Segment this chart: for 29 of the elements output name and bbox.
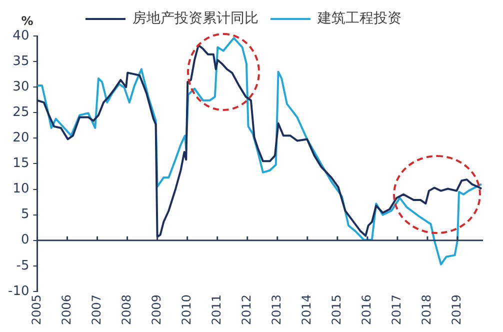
x-tick-label: 2006 — [59, 294, 74, 326]
x-tick-label: 2010 — [179, 294, 194, 326]
y-tick-label: 5 — [20, 207, 30, 222]
y-tick-label: 15 — [12, 156, 30, 172]
x-tick-label: 2007 — [89, 294, 104, 326]
x-tick-label: 2014 — [300, 294, 314, 326]
y-tick-label: 0 — [20, 232, 30, 248]
x-tick-label: 2008 — [119, 294, 134, 326]
y-axis-title: % — [21, 14, 34, 28]
y-tick-label: 35 — [12, 54, 30, 69]
x-tick-label: 2011 — [209, 294, 224, 326]
x-tick-label: 2016 — [360, 294, 374, 326]
legend-label: 建筑工程投资 — [316, 10, 402, 27]
x-tick-label: 2019 — [450, 294, 464, 326]
y-tick-label: 40 — [12, 28, 30, 44]
y-tick-label: -5 — [16, 258, 30, 274]
y-tick-label: -10 — [8, 284, 30, 299]
y-tick-label: 20 — [12, 130, 30, 146]
x-tick-label: 2005 — [29, 294, 44, 326]
x-tick-label: 2018 — [420, 294, 434, 326]
legend-label: 房地产投资累计同比 — [132, 10, 258, 27]
y-tick-label: 10 — [12, 182, 30, 197]
x-tick-label: 2015 — [330, 294, 344, 326]
x-tick-label: 2013 — [270, 294, 284, 326]
y-tick-label: 30 — [12, 79, 30, 94]
x-tick-label: 2017 — [390, 294, 404, 326]
x-tick-label: 2009 — [149, 294, 164, 326]
y-tick-label: 25 — [12, 105, 30, 120]
x-tick-label: 2012 — [239, 294, 254, 326]
